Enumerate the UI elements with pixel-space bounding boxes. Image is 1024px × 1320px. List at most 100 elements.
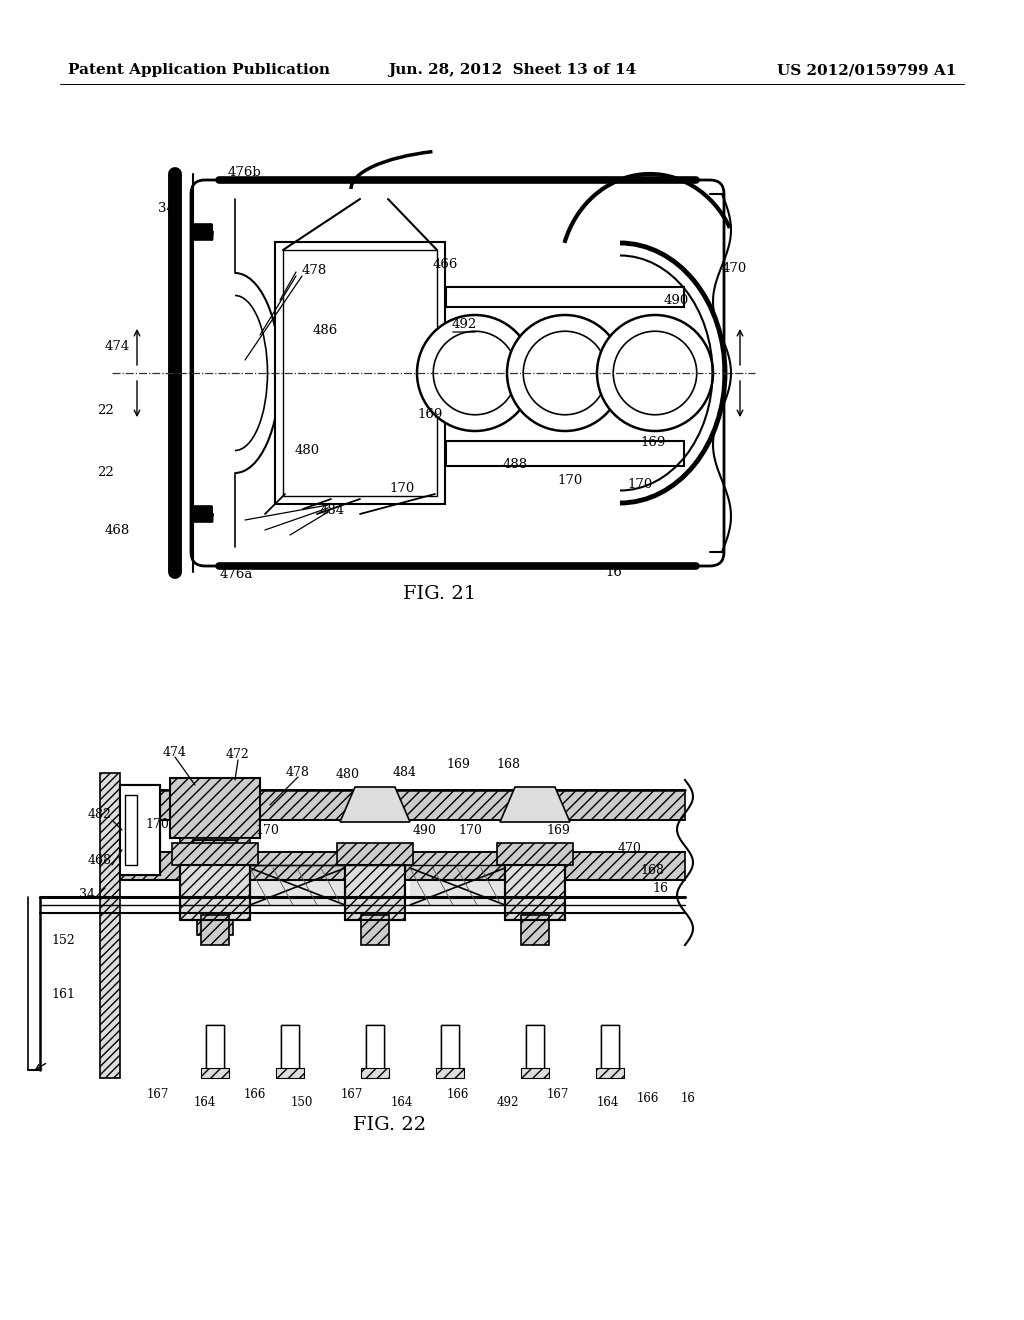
- Bar: [521, 1068, 549, 1078]
- Text: Patent Application Publication: Patent Application Publication: [68, 63, 330, 77]
- Polygon shape: [500, 787, 570, 822]
- Text: 468: 468: [104, 524, 130, 536]
- Bar: [526, 1026, 544, 1071]
- Bar: [345, 865, 406, 920]
- Text: 168: 168: [640, 863, 664, 876]
- Text: FIG. 21: FIG. 21: [403, 585, 476, 603]
- Text: 480: 480: [295, 444, 319, 457]
- Bar: [441, 1026, 459, 1071]
- Text: 486: 486: [312, 323, 338, 337]
- Bar: [100, 774, 120, 1078]
- Bar: [193, 840, 237, 898]
- Bar: [596, 1068, 624, 1078]
- Bar: [505, 865, 565, 920]
- Bar: [275, 242, 445, 504]
- Text: 468: 468: [88, 854, 112, 866]
- Text: 169: 169: [446, 758, 470, 771]
- FancyBboxPatch shape: [191, 180, 724, 566]
- Text: 167: 167: [341, 1089, 364, 1101]
- Bar: [436, 1068, 464, 1078]
- Text: FIG. 22: FIG. 22: [353, 1115, 427, 1134]
- Bar: [526, 1026, 544, 1071]
- Text: 478: 478: [302, 264, 328, 276]
- Polygon shape: [250, 869, 345, 906]
- Circle shape: [613, 331, 696, 414]
- Text: 474: 474: [163, 746, 187, 759]
- Text: Jun. 28, 2012  Sheet 13 of 14: Jun. 28, 2012 Sheet 13 of 14: [388, 63, 636, 77]
- Bar: [201, 915, 229, 945]
- Text: 490: 490: [413, 824, 437, 837]
- Text: 152: 152: [51, 933, 75, 946]
- Bar: [505, 865, 565, 920]
- Polygon shape: [340, 787, 410, 822]
- Bar: [337, 843, 413, 865]
- Bar: [120, 785, 160, 875]
- Text: 170: 170: [557, 474, 583, 487]
- Text: 164: 164: [597, 1096, 620, 1109]
- Circle shape: [507, 315, 623, 432]
- Circle shape: [433, 331, 517, 414]
- Text: 490: 490: [664, 293, 688, 306]
- Text: 22: 22: [96, 466, 114, 479]
- Text: 480: 480: [336, 768, 360, 781]
- Text: 478: 478: [286, 766, 310, 779]
- Text: 484: 484: [319, 503, 344, 516]
- Text: 476b: 476b: [228, 165, 262, 178]
- Circle shape: [523, 331, 607, 414]
- Text: 170: 170: [255, 824, 279, 837]
- Text: 492: 492: [497, 1096, 519, 1109]
- Bar: [276, 1068, 304, 1078]
- Bar: [197, 900, 233, 935]
- Bar: [601, 1026, 618, 1071]
- Text: 169: 169: [546, 824, 570, 837]
- Bar: [180, 865, 250, 920]
- Circle shape: [417, 315, 534, 432]
- Text: 22: 22: [96, 404, 114, 417]
- Text: 167: 167: [146, 1089, 169, 1101]
- Bar: [193, 840, 237, 898]
- Bar: [281, 1026, 299, 1071]
- Bar: [201, 1068, 229, 1078]
- Text: 170: 170: [628, 479, 652, 491]
- Text: 470: 470: [722, 261, 748, 275]
- Text: 470: 470: [618, 842, 642, 854]
- Bar: [366, 1026, 384, 1071]
- Bar: [283, 249, 437, 496]
- Text: 166: 166: [637, 1092, 659, 1105]
- Text: 170: 170: [389, 482, 415, 495]
- Text: 170: 170: [145, 818, 169, 832]
- Text: 166: 166: [446, 1089, 469, 1101]
- Text: 34: 34: [79, 888, 95, 902]
- Text: 166: 166: [244, 1089, 266, 1101]
- Text: 492: 492: [452, 318, 476, 331]
- Bar: [120, 851, 685, 880]
- Text: 150: 150: [291, 1096, 313, 1109]
- Text: 34: 34: [158, 202, 175, 214]
- Polygon shape: [410, 869, 505, 906]
- Bar: [601, 1026, 618, 1071]
- Text: 164: 164: [194, 1096, 216, 1109]
- Text: 16: 16: [605, 565, 622, 578]
- Text: 472: 472: [226, 748, 250, 762]
- Bar: [361, 1068, 389, 1078]
- Bar: [120, 789, 685, 820]
- Bar: [441, 1026, 459, 1071]
- Bar: [170, 777, 260, 838]
- Text: 16: 16: [652, 882, 668, 895]
- Text: 169: 169: [640, 436, 666, 449]
- Bar: [120, 785, 160, 875]
- Bar: [345, 865, 406, 920]
- Text: 167: 167: [547, 1089, 569, 1101]
- Text: 466: 466: [432, 259, 458, 272]
- Bar: [180, 838, 250, 900]
- Bar: [172, 843, 258, 865]
- Text: 16: 16: [681, 1092, 695, 1105]
- Text: US 2012/0159799 A1: US 2012/0159799 A1: [776, 63, 956, 77]
- Text: 161: 161: [51, 989, 75, 1002]
- Bar: [125, 795, 137, 865]
- Circle shape: [597, 315, 713, 432]
- Text: 482: 482: [88, 808, 112, 821]
- Bar: [361, 915, 389, 945]
- Bar: [497, 843, 573, 865]
- Text: 168: 168: [496, 758, 520, 771]
